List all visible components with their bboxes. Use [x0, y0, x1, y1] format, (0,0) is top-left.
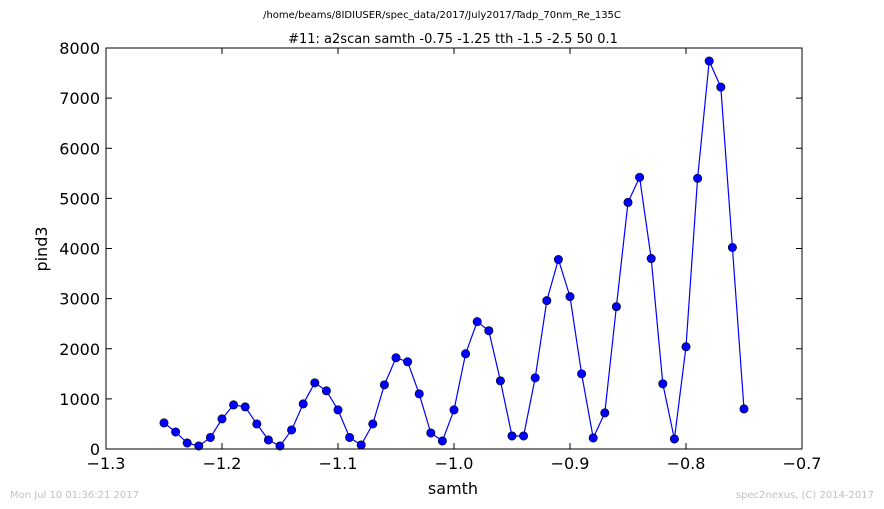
data-point [669, 434, 679, 444]
data-point [159, 418, 169, 428]
data-point [403, 357, 413, 367]
data-point [739, 404, 749, 414]
data-point [693, 173, 703, 183]
x-tick-label: −1.0 [435, 454, 474, 473]
data-point [194, 441, 204, 451]
y-tick-label: 2000 [59, 340, 100, 359]
data-point [542, 296, 552, 306]
x-axis-ticks: −1.3 −1.2 −1.1 −1.0 −0.9 −0.8 −0.7 [87, 48, 822, 473]
data-point [414, 389, 424, 399]
data-point [611, 302, 621, 312]
data-point [530, 373, 540, 383]
data-point [298, 399, 308, 409]
y-tick-label: 6000 [59, 139, 100, 158]
x-tick-label: −0.9 [551, 454, 590, 473]
data-point [704, 56, 714, 66]
data-point [623, 197, 633, 207]
footer-credit: spec2nexus, (C) 2014-2017 [736, 490, 874, 501]
data-point [345, 432, 355, 442]
footer-timestamp: Mon Jul 10 01:36:21 2017 [10, 490, 139, 501]
y-axis-ticks: 0 1000 2000 3000 4000 5000 6000 7000 8000 [59, 39, 802, 459]
data-point [519, 431, 529, 441]
x-axis-label: samth [428, 479, 478, 498]
data-point [391, 353, 401, 363]
data-point [368, 419, 378, 429]
data-point [310, 378, 320, 388]
data-point [461, 349, 471, 359]
y-tick-label: 7000 [59, 89, 100, 108]
y-tick-label: 4000 [59, 240, 100, 259]
data-point [495, 376, 505, 386]
y-tick-label: 8000 [59, 39, 100, 58]
data-point [287, 425, 297, 435]
data-point [553, 255, 563, 265]
data-point [229, 400, 239, 410]
data-point [658, 379, 668, 389]
y-tick-label: 0 [90, 440, 100, 459]
chart-title: #11: a2scan samth -0.75 -1.25 tth -1.5 -… [288, 32, 618, 47]
data-point [333, 405, 343, 415]
series-line [163, 58, 745, 447]
data-point [449, 405, 459, 415]
plot-content [159, 56, 749, 451]
data-point [426, 428, 436, 438]
data-point [171, 427, 181, 437]
data-point [716, 82, 726, 92]
data-point [635, 172, 645, 182]
data-point [240, 402, 250, 412]
y-tick-label: 1000 [59, 390, 100, 409]
data-point [182, 438, 192, 448]
x-tick-label: −0.8 [667, 454, 706, 473]
file-path-title: /home/beams/8IDIUSER/spec_data/2017/July… [263, 10, 621, 21]
y-tick-label: 5000 [59, 189, 100, 208]
data-point [379, 380, 389, 390]
data-point [437, 436, 447, 446]
data-point [275, 441, 285, 451]
x-tick-label: −1.2 [203, 454, 242, 473]
data-point [356, 440, 366, 450]
y-axis-label: pind3 [32, 226, 51, 271]
data-point [577, 369, 587, 379]
data-point [507, 431, 517, 441]
data-point [681, 342, 691, 352]
data-point [484, 326, 494, 336]
x-tick-label: −1.1 [319, 454, 358, 473]
data-point [588, 433, 598, 443]
x-tick-label: −0.7 [783, 454, 822, 473]
data-point [217, 414, 227, 424]
data-point [263, 435, 273, 445]
data-point [205, 432, 215, 442]
data-point [646, 254, 656, 264]
data-point [565, 292, 575, 302]
x-tick-label: −1.3 [87, 454, 126, 473]
y-tick-label: 3000 [59, 290, 100, 309]
data-point [252, 419, 262, 429]
data-point [600, 408, 610, 418]
data-point [472, 317, 482, 327]
plot-frame [105, 47, 803, 450]
data-point [321, 386, 331, 396]
data-point [727, 242, 737, 252]
